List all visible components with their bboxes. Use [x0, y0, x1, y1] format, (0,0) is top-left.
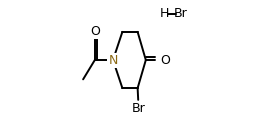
Text: N: N — [108, 54, 118, 66]
Text: Br: Br — [131, 102, 145, 115]
Text: O: O — [90, 25, 100, 38]
Text: H: H — [159, 7, 169, 20]
Text: O: O — [160, 54, 170, 66]
Text: Br: Br — [174, 7, 188, 20]
